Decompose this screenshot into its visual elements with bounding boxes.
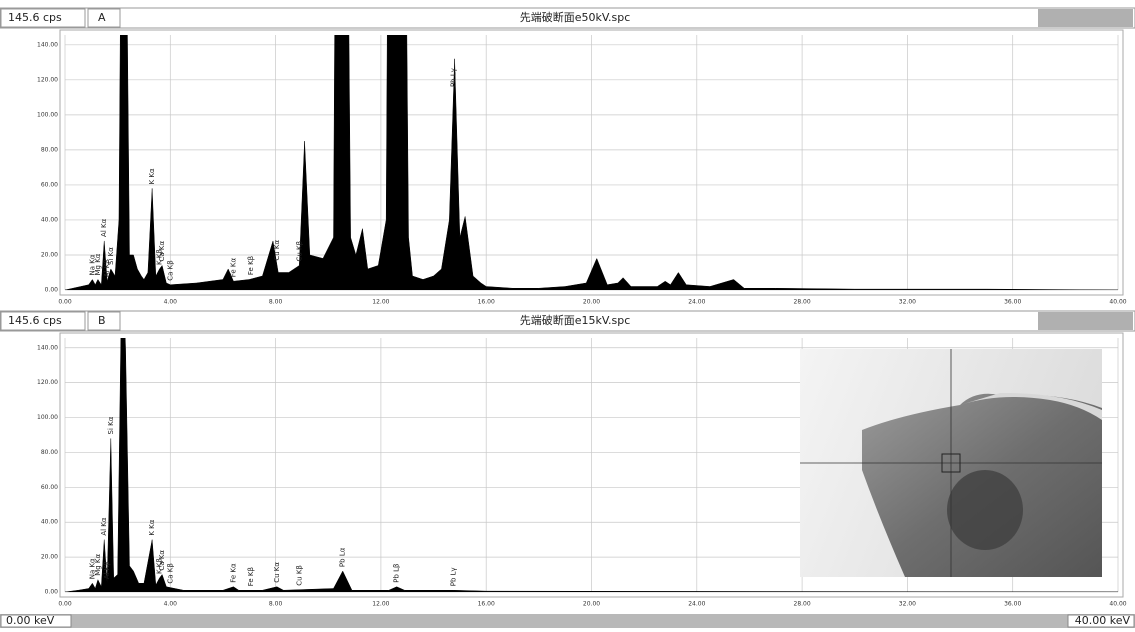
peak-label: Pb Lγ (450, 68, 458, 87)
x-tick-label: 40.00 (1109, 601, 1126, 608)
x-tick-label: 28.00 (794, 601, 811, 608)
x-tick-label: 32.00 (899, 299, 916, 306)
scale-box (0, 8, 86, 28)
x-tick-label: 8.00 (269, 601, 283, 608)
y-tick-label: 100.00 (37, 414, 58, 421)
panel-label: A (98, 11, 106, 24)
header-gray (1038, 312, 1133, 330)
spectrum-title: 先端破断面e50kV.spc (520, 10, 631, 24)
y-tick-label: 80.00 (41, 146, 58, 153)
peak-label: Fe Kα (229, 563, 237, 583)
y-tick-label: 120.00 (37, 379, 58, 386)
status-bar (0, 614, 1135, 628)
scale-label: 145.6 cps (8, 314, 62, 327)
peak-label: Pb Lα (339, 547, 347, 567)
peak-label: Ca Kβ (167, 563, 175, 583)
peak-label: Cu Kβ (295, 241, 303, 262)
peak-label: Pb Lγ (450, 567, 458, 586)
x-tick-label: 32.00 (899, 601, 916, 608)
y-tick-label: 100.00 (37, 111, 58, 118)
x-tick-label: 24.00 (688, 299, 705, 306)
footer-right: 40.00 keV (1075, 614, 1131, 627)
y-tick-label: 40.00 (41, 216, 58, 223)
peak-label: K Kβ (156, 249, 164, 265)
y-tick-label: 0.00 (45, 287, 59, 294)
y-tick-label: 60.00 (41, 484, 58, 491)
y-tick-label: 0.00 (45, 589, 59, 596)
peak-label: Si Kα (107, 416, 115, 434)
x-tick-label: 28.00 (794, 299, 811, 306)
peak-label: Mg Kα (94, 253, 102, 275)
scale-box (0, 311, 86, 331)
peak-label: Mg Kα (94, 553, 102, 575)
peak-label: Cu Kα (273, 239, 281, 260)
peak-label: Cu Kα (273, 562, 281, 583)
header-bar (0, 7, 1135, 29)
x-tick-label: 20.00 (583, 601, 600, 608)
peak-label: Ca Kα (158, 550, 166, 571)
peak-label: Al Kβ (103, 561, 111, 579)
x-tick-label: 36.00 (1004, 601, 1021, 608)
y-tick-label: 60.00 (41, 181, 58, 188)
spectrum-title: 先端破断面e15kV.spc (520, 313, 631, 327)
x-tick-label: 24.00 (688, 601, 705, 608)
peak-label: Ca Kα (158, 240, 166, 261)
x-tick-label: 20.00 (583, 299, 600, 306)
panel-box (87, 311, 121, 331)
x-tick-label: 12.00 (372, 299, 389, 306)
peak-label: K Kα (148, 168, 156, 184)
peak-label: Na Kα (88, 558, 96, 579)
y-tick-label: 140.00 (37, 344, 58, 351)
peak-label: Al Kβ (103, 259, 111, 277)
x-tick-label: 0.00 (58, 299, 72, 306)
x-tick-label: 12.00 (372, 601, 389, 608)
y-tick-label: 20.00 (41, 251, 58, 258)
x-tick-label: 0.00 (58, 601, 72, 608)
peak-label: Fe Kβ (247, 256, 255, 275)
peak-label: Fe Kβ (247, 567, 255, 586)
header-bar (0, 310, 1135, 332)
footer-left: 0.00 keV (6, 614, 55, 627)
y-tick-label: 20.00 (41, 554, 58, 561)
peak-label: Na Kα (88, 254, 96, 275)
peak-label: Al Kα (100, 218, 108, 237)
x-tick-label: 36.00 (1004, 299, 1021, 306)
y-tick-label: 40.00 (41, 519, 58, 526)
spectrum (65, 338, 1118, 592)
peak-label: Pb Lβ (393, 564, 401, 583)
peak-label: Si Kα (107, 247, 115, 265)
peak-label: Cu Kβ (295, 565, 303, 586)
sem-image (800, 349, 1102, 577)
x-tick-label: 4.00 (164, 601, 178, 608)
panel-box (87, 8, 121, 28)
x-tick-label: 4.00 (164, 299, 178, 306)
peak-label: Fe Kα (229, 257, 237, 277)
x-tick-label: 16.00 (478, 601, 495, 608)
y-tick-label: 120.00 (37, 76, 58, 83)
y-tick-label: 140.00 (37, 41, 58, 48)
spectrum (65, 35, 1118, 290)
header-gray (1038, 9, 1133, 27)
y-tick-label: 80.00 (41, 449, 58, 456)
peak-label: K Kβ (156, 558, 164, 574)
left-box (0, 614, 72, 628)
right-box (1067, 614, 1135, 628)
x-tick-label: 8.00 (269, 299, 283, 306)
peak-label: K Kα (148, 519, 156, 535)
peak-label: Al Kα (100, 517, 108, 536)
x-tick-label: 16.00 (478, 299, 495, 306)
x-tick-label: 40.00 (1109, 299, 1126, 306)
scale-label: 145.6 cps (8, 11, 62, 24)
panel-label: B (98, 314, 106, 327)
peak-label: Ca Kβ (167, 260, 175, 280)
